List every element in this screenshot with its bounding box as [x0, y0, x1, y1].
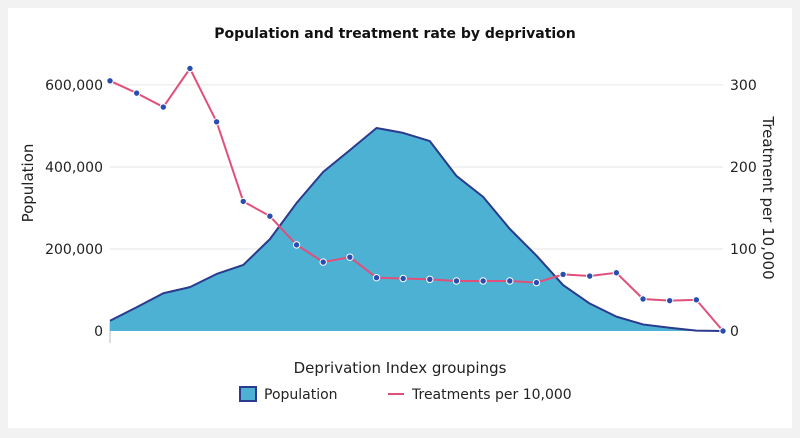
- chart-title: Population and treatment rate by depriva…: [214, 26, 576, 42]
- left-tick-label: 400,000: [45, 160, 103, 176]
- treatment-line: [109, 66, 724, 332]
- treatment-point: [132, 89, 141, 97]
- treatment-point: [586, 272, 594, 280]
- right-tick-label: 100: [730, 242, 757, 258]
- treatment-point: [506, 277, 514, 285]
- treatment-point: [639, 295, 647, 303]
- treatment-point: [399, 274, 407, 283]
- population-area-outline: [109, 126, 724, 332]
- treatment-point: [292, 241, 301, 249]
- treatment-point: [186, 64, 194, 73]
- left-tick-label: 0: [94, 324, 103, 340]
- left-tick-label: 600,000: [45, 78, 103, 94]
- population-area: [110, 127, 723, 331]
- treatment-point: [559, 270, 567, 279]
- treatment-point: [106, 77, 114, 85]
- right-tick-label: 0: [730, 324, 739, 340]
- right-tick-label: 200: [730, 160, 757, 176]
- treatment-point: [372, 273, 381, 282]
- treatment-point: [159, 103, 168, 111]
- right-axis-ticks: 0 100 200 300: [730, 78, 757, 340]
- left-tick-label: 200,000: [45, 242, 103, 258]
- treatment-point: [719, 327, 727, 335]
- treatment-point: [239, 197, 247, 206]
- legend-population-label: Population: [264, 387, 338, 403]
- treatment-point: [612, 269, 621, 277]
- treatment-point: [212, 118, 221, 126]
- right-axis-label: Treatment per 10,000: [759, 115, 777, 279]
- treatment-markers-layer: [106, 64, 727, 335]
- treatment-point: [479, 277, 487, 285]
- treatment-point: [266, 212, 274, 220]
- chart-card: Population and treatment rate by depriva…: [8, 8, 792, 428]
- treatment-point: [452, 277, 461, 285]
- treatment-point: [319, 258, 327, 266]
- treatment-point: [692, 296, 701, 304]
- legend-treatment-label: Treatments per 10,000: [411, 387, 572, 403]
- treatment-point: [346, 253, 354, 261]
- legend-population-swatch: [239, 386, 257, 402]
- chart: Population and treatment rate by depriva…: [19, 26, 777, 403]
- x-axis-label: Deprivation Index groupings: [294, 359, 507, 377]
- treatment-point: [532, 278, 541, 287]
- treatment-point: [426, 275, 434, 284]
- treatment-point: [665, 296, 674, 305]
- population-area-layer: [109, 126, 724, 332]
- legend: Population Treatments per 10,000: [239, 386, 572, 403]
- left-axis-ticks: 0 200,000 400,000 600,000: [45, 78, 103, 340]
- left-axis-label: Population: [19, 144, 37, 223]
- right-tick-label: 300: [730, 78, 757, 94]
- treatment-line-layer: [109, 66, 724, 332]
